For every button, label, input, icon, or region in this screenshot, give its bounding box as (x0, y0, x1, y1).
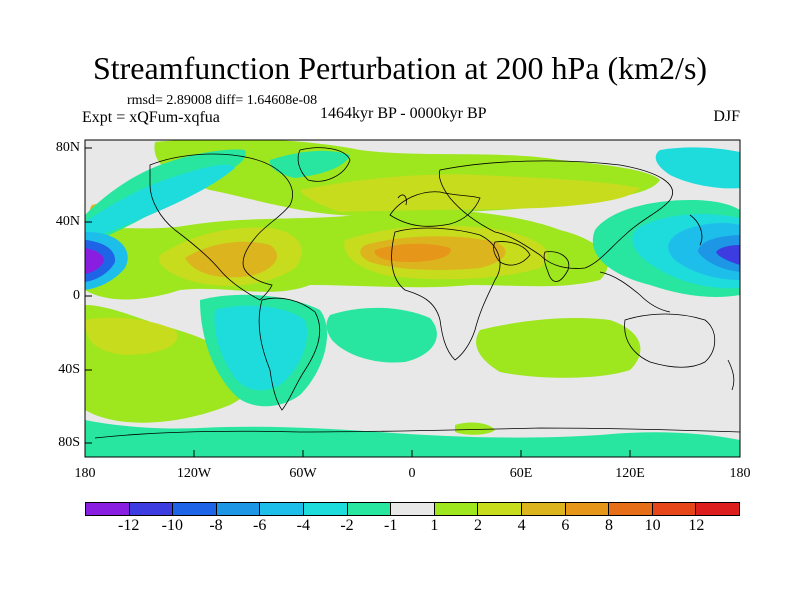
contour-neg10-east (716, 245, 740, 265)
coastlines (94, 147, 740, 439)
colorbar-swatch (695, 503, 739, 515)
colorbar-swatch (259, 503, 303, 515)
coast-greenland (297, 147, 351, 182)
lon-label-180w: 180 (74, 466, 96, 481)
colorbar-label: 8 (605, 517, 613, 534)
contour-4-south (85, 317, 178, 355)
lon-label-180e: 180 (729, 466, 751, 481)
colorbar-label: -1 (383, 517, 398, 534)
contour-6-america (185, 241, 278, 278)
period-label: 1464kyr BP - 0000kyr BP (320, 105, 487, 122)
colorbar (85, 502, 740, 516)
lon-label-0: 0 (408, 466, 416, 481)
lat-ticks (85, 147, 92, 444)
colorbar-swatch (172, 503, 216, 515)
contour-neg12-westmax (85, 248, 104, 274)
lat-label-80s: 80S (58, 435, 80, 450)
colorbar-label: -4 (296, 517, 310, 534)
contour-green-small (455, 422, 495, 435)
colorbar-swatch (651, 503, 696, 515)
colorbar-label: 2 (474, 517, 482, 534)
coast-uk (397, 194, 407, 206)
lat-label-80n: 80N (55, 140, 80, 155)
colorbar-label: -2 (340, 517, 354, 534)
season-label: DJF (713, 108, 740, 125)
coast-south-america (258, 297, 321, 411)
coast-india (543, 251, 570, 282)
coast-new-zealand (727, 359, 735, 391)
lon-label-120w: 120W (176, 466, 212, 481)
colorbar-label: -12 (117, 517, 140, 534)
lat-label-40s: 40S (58, 362, 80, 377)
colorbar-label: 12 (688, 517, 705, 534)
chart-title: Streamfunction Perturbation at 200 hPa (… (92, 50, 708, 86)
contour-4-north (300, 174, 640, 212)
colorbar-swatch (346, 503, 391, 515)
colorbar-label: -6 (252, 517, 267, 534)
coast-antarctica (94, 427, 740, 439)
contour-neg2-pacific (85, 164, 235, 240)
lon-label-60w: 60W (289, 466, 317, 481)
colorbar-swatch (215, 503, 260, 515)
coast-europe (389, 191, 481, 227)
colorbar-swatch (86, 503, 129, 515)
contour-neg2-sa (214, 305, 308, 391)
contour-neg-na (655, 147, 740, 189)
colorbar-swatch (433, 503, 478, 515)
colorbar-label: 6 (561, 517, 570, 534)
colorbar-label: 4 (517, 517, 526, 534)
coast-asia (438, 160, 673, 269)
colorbar-swatch (608, 503, 652, 515)
contour-8-africa (374, 243, 451, 262)
colorbar-label: -10 (161, 517, 183, 534)
colorbar-swatch (302, 503, 347, 515)
coast-australia (624, 313, 716, 368)
coast-japan (689, 214, 703, 246)
coast-se-asia (599, 271, 671, 313)
lon-ticks (193, 450, 631, 457)
colorbar-swatch (390, 503, 434, 515)
experiment-label: Expt = xQFum-xqfua (82, 109, 220, 126)
colorbar-label: 1 (430, 517, 439, 534)
coast-north-america (149, 153, 293, 301)
coast-africa (391, 227, 501, 361)
contour-neg-north (269, 150, 350, 178)
lon-label-60e: 60E (509, 466, 533, 481)
colorbar-swatch (564, 503, 609, 515)
colorbar-swatch (477, 503, 521, 515)
lat-label-40n: 40N (55, 214, 80, 229)
colorbar-swatch (520, 503, 565, 515)
lon-label-120e: 120E (615, 466, 645, 481)
colorbar-label: -8 (209, 517, 223, 534)
stats-text: rmsd= 2.89008 diff= 1.64608e-08 (127, 93, 318, 108)
coast-arabia (493, 241, 531, 266)
colorbar-swatch (128, 503, 173, 515)
lat-label-0: 0 (73, 288, 80, 303)
contour-neg-antarctic (85, 420, 740, 457)
contour-green-africa-south (476, 318, 641, 378)
colorbar-label: 10 (644, 517, 661, 534)
contour-neg-atl-south (326, 307, 437, 363)
